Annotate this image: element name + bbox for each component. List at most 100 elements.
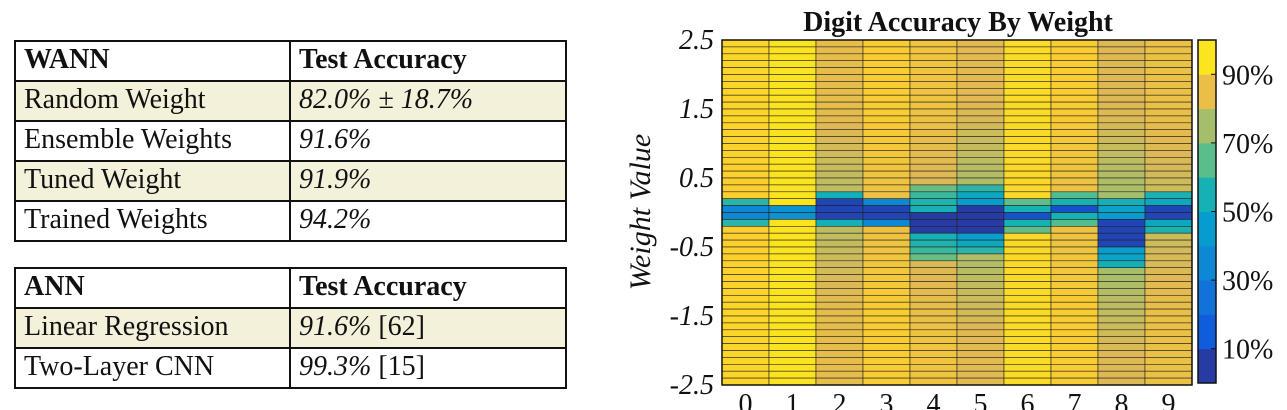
heatmap-cell-digit-1: [768, 239, 817, 248]
heatmap-cell-digit-5: [956, 94, 1005, 103]
heatmap-cell-digit-7: [1050, 163, 1099, 172]
heatmap-cell-digit-6: [1003, 294, 1052, 303]
heatmap-cell-digit-7: [1050, 136, 1099, 144]
heatmap-cell-digit-5: [956, 212, 1005, 220]
wann-header-row: WANN Test Accuracy: [14, 40, 567, 82]
heatmap-cell-digit-2: [815, 219, 864, 227]
heatmap-cell-digit-8: [1097, 239, 1146, 248]
heatmap-cell-digit-5: [956, 315, 1005, 324]
heatmap-cell-digit-1: [768, 150, 817, 158]
heatmap-cell-digit-7: [1050, 101, 1099, 110]
heatmap-cell-digit-2: [815, 212, 864, 220]
heatmap-cell-digit-9: [1144, 157, 1193, 165]
heatmap-cell-digit-5: [956, 336, 1005, 344]
heatmap-cell-digit-4: [909, 350, 958, 358]
heatmap-cell-digit-3: [862, 377, 911, 386]
heatmap-cell-digit-7: [1050, 260, 1099, 268]
heatmap-cell-digit-5: [956, 363, 1005, 372]
heatmap-cell-digit-1: [768, 377, 817, 386]
heatmap-cell-digit-9: [1144, 239, 1193, 248]
heatmap-cell-digit-5: [956, 39, 1005, 48]
heatmap-cell-digit-9: [1144, 191, 1193, 200]
ann-header-method: ANN: [14, 267, 291, 309]
heatmap-cell-digit-6: [1003, 170, 1052, 179]
heatmap-cell-digit-4: [909, 198, 958, 206]
heatmap-cell-digit-8: [1097, 253, 1146, 262]
heatmap-cell-digit-5: [956, 157, 1005, 165]
heatmap-cell-digit-2: [815, 336, 864, 344]
heatmap-cell-digit-0: [721, 315, 770, 324]
heatmap-cell-digit-6: [1003, 136, 1052, 144]
heatmap-cell-digit-6: [1003, 53, 1052, 61]
heatmap-cell-digit-5: [956, 343, 1005, 351]
heatmap-cell-digit-6: [1003, 288, 1052, 296]
colorbar-segment: [1198, 245, 1216, 281]
heatmap-cell-digit-3: [862, 294, 911, 303]
heatmap-cell-digit-8: [1097, 170, 1146, 179]
heatmap-cell-digit-9: [1144, 150, 1193, 158]
heatmap-cell-digit-3: [862, 108, 911, 117]
heatmap-cell-digit-6: [1003, 74, 1052, 82]
x-tick-label: 7: [1068, 389, 1082, 410]
heatmap-cell-digit-9: [1144, 336, 1193, 344]
wann-row-tuned-weight: Tuned Weight 91.9%: [14, 160, 567, 202]
heatmap-cell-digit-8: [1097, 267, 1146, 275]
heatmap-cell-digit-4: [909, 301, 958, 310]
heatmap-cell-digit-9: [1144, 122, 1193, 131]
heatmap-cell-digit-1: [768, 315, 817, 324]
heatmap-cell-digit-8: [1097, 115, 1146, 124]
heatmap-cell-digit-4: [909, 212, 958, 220]
heatmap-cell-digit-3: [862, 308, 911, 317]
heatmap-cell-digit-2: [815, 226, 864, 234]
heatmap-cell-digit-0: [721, 129, 770, 137]
heatmap-cell-digit-6: [1003, 122, 1052, 131]
heatmap-cell-digit-8: [1097, 377, 1146, 386]
heatmap-cell-digit-4: [909, 177, 958, 186]
heatmap-cell-digit-5: [956, 267, 1005, 275]
heatmap-cell-digit-5: [956, 308, 1005, 317]
ann-header-accuracy: Test Accuracy: [289, 267, 567, 309]
heatmap-cell-digit-5: [956, 53, 1005, 61]
heatmap-cell-digit-7: [1050, 53, 1099, 61]
heatmap-cell-digit-1: [768, 288, 817, 296]
heatmap-cell-digit-3: [862, 39, 911, 48]
heatmap-cell-digit-4: [909, 315, 958, 324]
heatmap-cell-digit-7: [1050, 377, 1099, 386]
heatmap-cell-digit-1: [768, 329, 817, 337]
heatmap-cell-digit-5: [956, 136, 1005, 144]
heatmap-cell-digit-9: [1144, 81, 1193, 89]
heatmap-cell-digit-4: [909, 136, 958, 144]
heatmap-cell-digit-4: [909, 157, 958, 165]
colorbar-segment: [1198, 348, 1216, 384]
heatmap-cell-digit-9: [1144, 370, 1193, 379]
heatmap-cell-digit-4: [909, 274, 958, 282]
heatmap-cell-digit-1: [768, 226, 817, 234]
heatmap-cell-digit-0: [721, 294, 770, 303]
heatmap-cell-digit-2: [815, 81, 864, 89]
heatmap-cell-digit-3: [862, 315, 911, 324]
heatmap-cell-digit-3: [862, 101, 911, 110]
method-cell: Linear Regression: [14, 307, 291, 349]
heatmap-cell-digit-6: [1003, 226, 1052, 234]
heatmap-cell-digit-1: [768, 101, 817, 110]
heatmap-cell-digit-3: [862, 329, 911, 337]
heatmap-cell-digit-1: [768, 322, 817, 331]
heatmap-cell-digit-3: [862, 122, 911, 131]
heatmap-cell-digit-6: [1003, 205, 1052, 213]
heatmap-cell-digit-2: [815, 108, 864, 117]
heatmap-cell-digit-8: [1097, 232, 1146, 241]
heatmap-cell-digit-8: [1097, 343, 1146, 351]
heatmap-cell-digit-7: [1050, 157, 1099, 165]
heatmap-cell-digit-6: [1003, 336, 1052, 344]
heatmap-cell-digit-2: [815, 205, 864, 213]
heatmap-cell-digit-7: [1050, 177, 1099, 186]
heatmap-cell-digit-8: [1097, 294, 1146, 303]
heatmap-cell-digit-1: [768, 219, 817, 227]
heatmap-cell-digit-0: [721, 184, 770, 193]
heatmap-cell-digit-2: [815, 177, 864, 186]
colorbar-tick-label: 10%: [1222, 335, 1273, 366]
heatmap-cell-digit-3: [862, 322, 911, 331]
heatmap-cell-digit-3: [862, 232, 911, 241]
heatmap-cell-digit-6: [1003, 350, 1052, 358]
heatmap-cell-digit-9: [1144, 163, 1193, 172]
